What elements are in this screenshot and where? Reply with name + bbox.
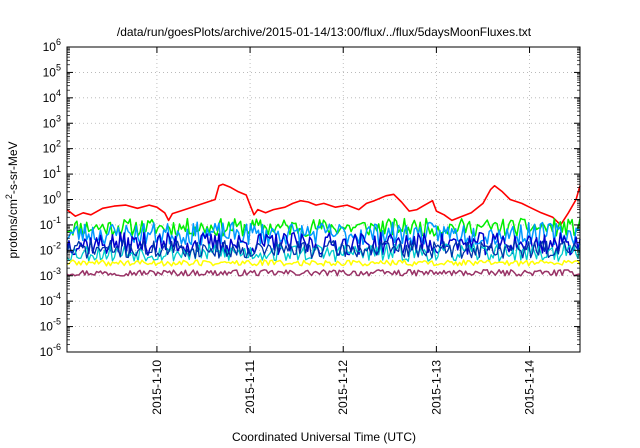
series-line-8 xyxy=(66,269,581,277)
y-tick-label: 10-3 xyxy=(40,266,61,283)
chart-title: /data/run/goesPlots/archive/2015-01-14/1… xyxy=(117,25,532,39)
series-line-7 xyxy=(66,259,581,267)
grid-lines xyxy=(67,47,580,352)
x-tick-label: 2015-1-11 xyxy=(243,360,257,414)
y-tick-label: 10-4 xyxy=(40,291,61,308)
x-axis-label: Coordinated Universal Time (UTC) xyxy=(232,430,416,444)
x-tick-label: 2015-1-12 xyxy=(336,360,350,415)
y-tick-label: 106 xyxy=(43,37,61,54)
y-tick-label: 101 xyxy=(43,164,61,181)
y-tick-label: 102 xyxy=(43,139,61,156)
series-line-1 xyxy=(66,183,581,226)
x-axis: 2015-1-10 2015-1-11 2015-1-12 2015-1-13 2015… xyxy=(150,47,537,415)
y-axis: 10-6 10-5 10-4 10-3 10-2 10-1 100 101 102 103 104 1… xyxy=(40,37,580,359)
y-tick-label: 105 xyxy=(43,62,61,79)
plot-area xyxy=(66,183,581,277)
y-tick-label: 10-1 xyxy=(40,215,61,232)
series-line-2 xyxy=(66,217,581,238)
y-axis-label: protons/cm2-s-sr-MeV xyxy=(4,141,20,258)
x-tick-label: 2015-1-10 xyxy=(150,360,164,415)
y-tick-label: 10-5 xyxy=(40,317,61,334)
series-line-5 xyxy=(66,243,581,263)
x-tick-label: 2015-1-13 xyxy=(429,360,443,415)
y-tick-label: 103 xyxy=(43,113,61,130)
x-tick-label: 2015-1-14 xyxy=(523,360,537,415)
y-tick-label: 100 xyxy=(43,190,61,207)
series-line-3 xyxy=(66,221,581,246)
series-line-6 xyxy=(66,239,581,259)
y-tick-label: 10-2 xyxy=(40,240,61,257)
y-tick-label: 10-6 xyxy=(40,342,61,359)
y-tick-label: 104 xyxy=(43,88,61,105)
